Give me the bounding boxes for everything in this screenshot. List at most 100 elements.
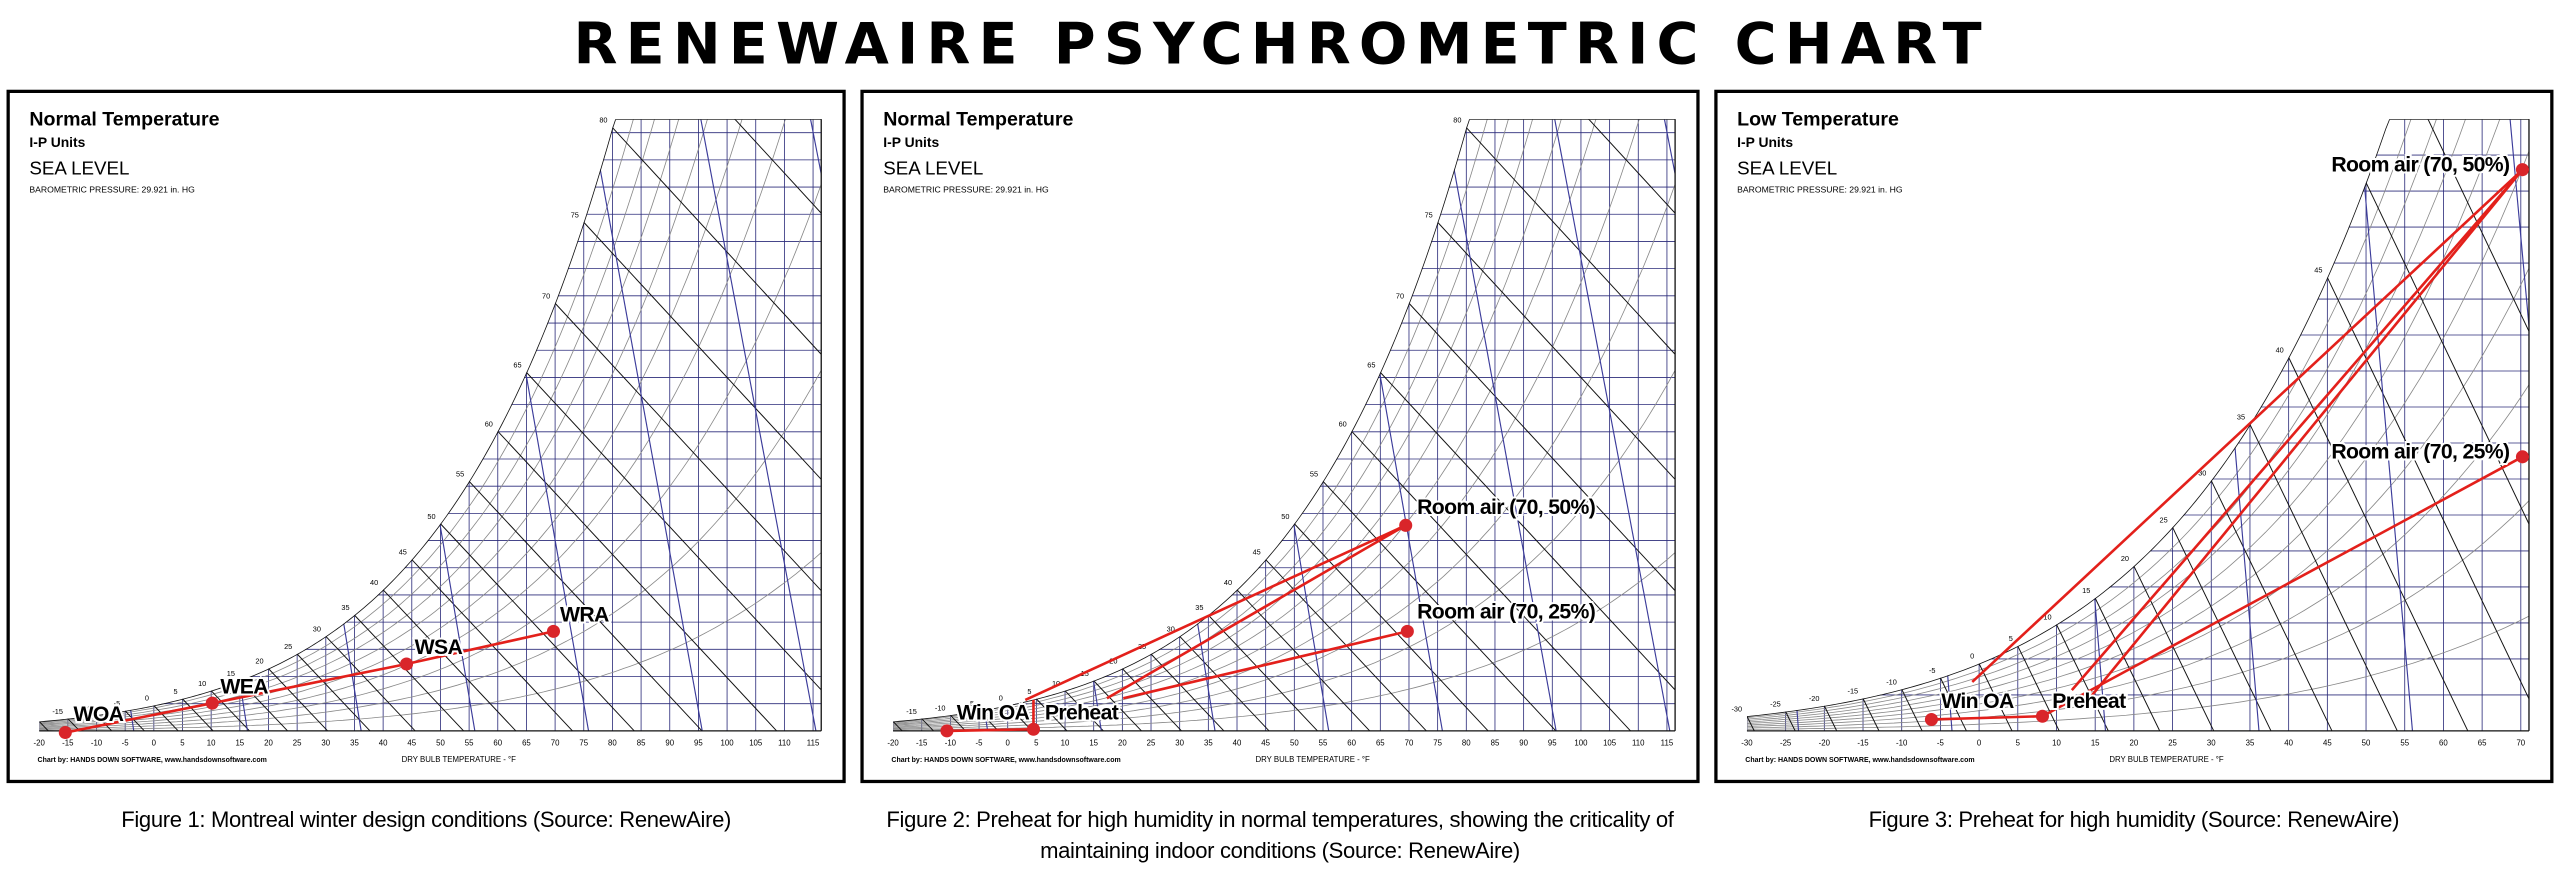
x-tick-label: 0 — [1006, 739, 1011, 748]
x-tick-label: 35 — [350, 739, 359, 748]
saturation-label: -10 — [935, 703, 946, 712]
wet-bulb-line — [978, 710, 999, 731]
point-label: WOA — [73, 703, 123, 726]
saturation-label: 45 — [1253, 548, 1261, 557]
pressure: BAROMETRIC PRESSURE: 29.921 in. HG — [29, 185, 195, 195]
wet-bulb-line — [1939, 677, 1967, 731]
wet-bulb-line — [268, 668, 329, 731]
credit: Chart by: HANDS DOWN SOFTWARE, www.hands… — [1745, 757, 1974, 764]
rh-curve — [893, 119, 1697, 723]
x-tick-label: 35 — [1204, 739, 1213, 748]
volume-line — [1444, 119, 1557, 731]
wet-bulb-line — [526, 372, 848, 731]
x-tick-label: 25 — [293, 739, 302, 748]
x-axis-label: DRY BULB TEMPERATURE - °F — [2109, 755, 2224, 764]
wet-bulb-line — [153, 705, 179, 731]
process-line — [2070, 168, 2524, 691]
saturation-label: -20 — [1809, 694, 1820, 703]
x-tick-label: 115 — [1661, 739, 1674, 748]
wet-bulb-line — [440, 523, 635, 731]
chart-heading: Normal Temperature — [883, 109, 1073, 131]
wet-bulb-line — [1179, 635, 1270, 731]
x-tick-label: 20 — [1118, 739, 1127, 748]
chart-heading: Normal Temperature — [29, 109, 219, 131]
state-point — [2035, 709, 2049, 723]
rh-curve — [39, 533, 843, 731]
saturation-label: 80 — [1453, 116, 1461, 125]
wet-bulb-line — [1494, 119, 1702, 731]
point-label: Room air (70, 50%) — [2331, 153, 2509, 176]
point-label: Room air (70, 25%) — [2331, 440, 2509, 463]
pressure: BAROMETRIC PRESSURE: 29.921 in. HG — [1737, 185, 1903, 195]
x-tick-label: 15 — [235, 739, 244, 748]
rh-curve — [893, 119, 1697, 726]
saturation-label: 30 — [313, 624, 321, 633]
saturation-label: 50 — [1281, 512, 1289, 521]
state-point — [58, 726, 72, 740]
point-label: Room air (70, 50%) — [1417, 496, 1595, 519]
chart-panel: -15-10-505101520253035404550556065707580… — [6, 89, 848, 784]
rh-curve — [39, 119, 843, 724]
saturation-label: 80 — [599, 116, 607, 125]
wet-bulb-line — [554, 302, 848, 731]
x-tick-label: 70 — [2516, 739, 2525, 748]
saturation-label: 35 — [341, 603, 349, 612]
x-tick-label: 60 — [1347, 739, 1356, 748]
volume-line — [700, 119, 817, 731]
wet-bulb-line — [1036, 698, 1068, 731]
saturation-label: 20 — [255, 657, 263, 666]
saturation-label: 40 — [1224, 578, 1232, 587]
wet-bulb-line — [2404, 119, 2560, 731]
saturation-label: 70 — [542, 291, 550, 300]
saturation-label: -10 — [1886, 677, 1897, 686]
state-point — [1399, 518, 1413, 532]
point-label: Win OA — [957, 701, 1030, 724]
rh-curve — [893, 119, 1697, 725]
volume-line — [2358, 119, 2414, 731]
panel-frame — [860, 89, 1700, 784]
units: I-P Units — [883, 134, 939, 150]
x-tick-label: 105 — [1603, 739, 1617, 748]
wet-bulb-line — [1322, 480, 1557, 731]
saturation-label: -10 — [81, 703, 92, 712]
caption: Figure 1: Montreal winter design conditi… — [121, 807, 731, 832]
x-tick-label: 30 — [1175, 739, 1184, 748]
saturation-label: 40 — [370, 578, 378, 587]
saturation-label: -15 — [52, 707, 63, 716]
page-title: RENEWAIRE PSYCHROMETRIC CHART — [573, 12, 1989, 78]
process-line — [1122, 630, 1408, 700]
saturation-label: -15 — [1848, 687, 1859, 696]
rh-curve — [1746, 335, 2560, 727]
saturation-label: 0 — [1970, 652, 1974, 661]
x-tick-label: 5 — [1034, 739, 1039, 748]
x-tick-label: 75 — [1433, 739, 1442, 748]
x-tick-label: 70 — [1405, 739, 1414, 748]
saturation-label: 15 — [227, 669, 235, 678]
saturation-label: 30 — [1167, 624, 1175, 633]
wet-bulb-line — [1122, 668, 1182, 731]
rh-curve — [1746, 119, 2560, 724]
x-tick-label: -15 — [916, 739, 928, 748]
units: I-P Units — [29, 134, 85, 150]
x-tick-label: 40 — [2284, 739, 2293, 748]
x-tick-label: 110 — [1632, 739, 1645, 748]
x-tick-label: 5 — [2016, 739, 2021, 748]
x-tick-label: 25 — [1147, 739, 1156, 748]
wet-bulb-line — [1978, 663, 2013, 731]
process-line — [1971, 168, 2524, 683]
x-tick-label: 10 — [1061, 739, 1070, 748]
saturation-label: 35 — [2237, 413, 2245, 422]
process-line — [65, 701, 213, 734]
x-tick-label: 95 — [694, 739, 703, 748]
saturation-label: 70 — [1396, 291, 1404, 300]
x-tick-label: 65 — [1376, 739, 1385, 748]
altitude: SEA LEVEL — [1737, 158, 1837, 179]
rh-curve — [39, 124, 843, 729]
x-tick-label: -30 — [1741, 739, 1753, 748]
rh-curve — [39, 119, 843, 728]
x-tick-label: 15 — [2091, 739, 2100, 748]
rh-curve — [893, 119, 1697, 724]
x-tick-label: 40 — [1233, 739, 1242, 748]
x-tick-label: 45 — [2323, 739, 2332, 748]
